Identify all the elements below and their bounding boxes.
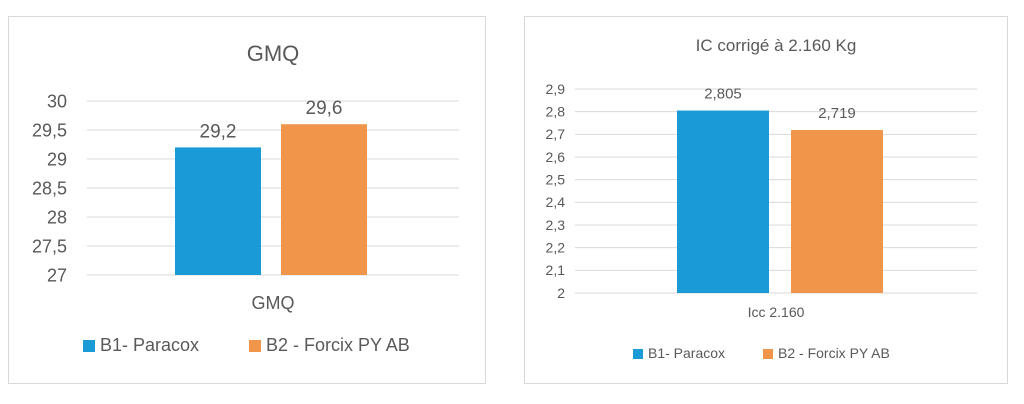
- y-tick-label: 2,9: [546, 81, 566, 97]
- bar-1: [175, 147, 261, 275]
- legend-swatch-1: [633, 349, 643, 359]
- ic-chart: IC corrigé à 2.160 Kg 2 2,1 2,2 2,3 2,4 2,5 2,6…: [546, 36, 977, 361]
- y-tick-label: 29,5: [32, 120, 67, 140]
- legend-label-1: B1- Paracox: [648, 345, 725, 361]
- y-tick-label: 30: [47, 91, 67, 111]
- legend-swatch-1: [83, 340, 95, 352]
- data-label: 2,805: [704, 86, 742, 103]
- y-tick-label: 27,5: [32, 236, 67, 256]
- y-tick-label: 2,2: [546, 240, 566, 256]
- gmq-chart-panel: GMQ 27 27,5 28 28,5 29 29,5 30 29,2 29,6 GMQ B1- Pa…: [8, 16, 486, 384]
- chart-title: GMQ: [247, 41, 300, 66]
- gmq-chart: GMQ 27 27,5 28 28,5 29 29,5 30 29,2 29,6 GMQ B1- Pa…: [32, 41, 459, 355]
- ic-chart-panel: IC corrigé à 2.160 Kg 2 2,1 2,2 2,3 2,4 2,5 2,6…: [524, 16, 1008, 384]
- y-tick-label: 2: [557, 285, 565, 301]
- legend-swatch-2: [249, 340, 261, 352]
- data-label: 29,6: [306, 98, 343, 119]
- y-tick-label: 2,8: [546, 104, 566, 120]
- bar-2: [791, 130, 883, 293]
- legend-label-2: B2 - Forcix PY AB: [778, 345, 890, 361]
- y-tick-label: 2,6: [546, 149, 566, 165]
- y-tick-label: 2,3: [546, 217, 566, 233]
- y-tick-label: 2,7: [546, 126, 566, 142]
- data-label: 29,2: [200, 121, 237, 142]
- y-tick-label: 27: [47, 265, 67, 285]
- y-tick-label: 28: [47, 207, 67, 227]
- y-tick-label: 29: [47, 149, 67, 169]
- data-label: 2,719: [818, 105, 856, 122]
- y-tick-label: 2,5: [546, 172, 566, 188]
- y-tick-label: 2,4: [546, 194, 566, 210]
- y-tick-label: 2,1: [546, 262, 566, 278]
- x-category-label: GMQ: [252, 293, 295, 313]
- x-category-label: Icc 2.160: [748, 304, 805, 320]
- legend-label-1: B1- Paracox: [100, 335, 199, 355]
- chart-title: IC corrigé à 2.160 Kg: [696, 36, 857, 55]
- legend-label-2: B2 - Forcix PY AB: [266, 335, 410, 355]
- bar-2: [281, 124, 367, 275]
- y-tick-label: 28,5: [32, 178, 67, 198]
- bar-1: [677, 110, 769, 294]
- legend-swatch-2: [763, 349, 773, 359]
